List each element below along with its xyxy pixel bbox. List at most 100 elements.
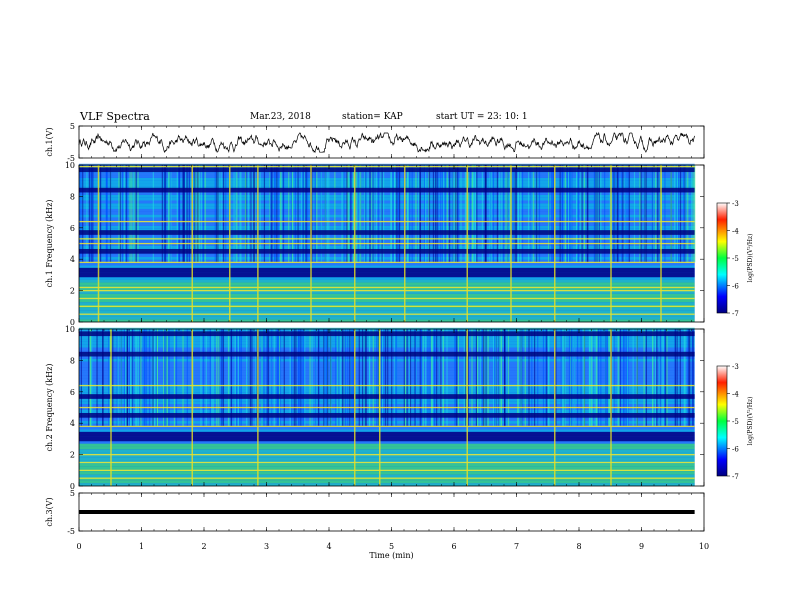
spectrogram-texture: [676, 165, 678, 263]
spectrogram-texture: [436, 329, 438, 427]
spectrogram-texture: [614, 165, 617, 263]
spectrogram-texture: [446, 329, 448, 427]
spectrogram-texture: [240, 329, 242, 427]
spectrogram-texture: [438, 329, 440, 427]
spectrogram-texture: [234, 329, 236, 427]
spectrogram-texture: [135, 329, 137, 427]
spectrogram-texture: [431, 329, 433, 427]
spectrogram-texture: [530, 165, 532, 263]
spectrogram-texture: [314, 329, 317, 427]
spectrogram-texture: [481, 165, 483, 263]
spectrogram-texture: [126, 329, 128, 427]
spectrogram-texture: [134, 165, 136, 263]
spectrogram-texture: [355, 165, 357, 263]
spectrogram-texture: [168, 329, 170, 427]
spectrogram-texture: [86, 165, 88, 263]
spectrogram-texture: [636, 329, 638, 427]
y-tick-label: -5: [67, 154, 75, 163]
spectrogram-texture: [198, 165, 200, 263]
spectrogram-texture: [273, 329, 275, 427]
spectrogram-texture: [211, 329, 213, 427]
spectrogram-texture: [651, 165, 653, 263]
spectrogram-texture: [446, 165, 448, 263]
spectrogram-band: [79, 480, 695, 484]
spectrogram-texture: [341, 165, 343, 263]
spectrogram-texture: [520, 165, 522, 263]
spectrogram-texture: [112, 329, 114, 427]
spectrogram-texture: [499, 165, 501, 263]
spectrogram-texture: [274, 165, 276, 263]
spectrogram-texture: [166, 329, 168, 427]
spectrogram-texture: [259, 165, 261, 263]
spectrogram-texture: [79, 165, 81, 263]
spectrogram-band: [79, 307, 695, 311]
spectrogram-texture: [365, 165, 367, 263]
spectrogram-texture: [350, 165, 352, 263]
spectrogram-texture: [517, 165, 520, 263]
spectrogram-texture: [340, 329, 342, 427]
spectrogram-texture: [463, 329, 465, 427]
spectrogram-texture: [352, 165, 355, 263]
spectrogram-texture: [222, 165, 225, 263]
spectrogram-texture: [108, 329, 110, 427]
spectrogram-texture: [502, 165, 505, 263]
spectrogram-texture: [501, 165, 503, 263]
spectrogram-texture: [350, 329, 353, 427]
spectrogram-texture: [625, 165, 627, 263]
spectrogram-texture: [533, 165, 535, 263]
spectrogram-texture: [330, 329, 332, 427]
spectrogram-texture: [597, 329, 600, 427]
spectrogram-texture: [155, 329, 158, 427]
spectrogram-texture: [133, 165, 135, 263]
dark-frequency-band: [79, 272, 695, 278]
spectrogram-texture: [658, 329, 660, 427]
colorbar-label: log(PSD)(V²/Hz): [747, 234, 754, 283]
spectrogram-texture: [688, 329, 690, 427]
spectrogram-texture: [422, 329, 424, 427]
spectrogram-texture: [186, 329, 188, 427]
spectrogram-texture: [202, 329, 205, 427]
spectrogram-band: [79, 341, 695, 345]
dark-frequency-band: [79, 436, 695, 442]
spectrogram-texture: [148, 329, 151, 427]
spectrogram-texture: [675, 165, 677, 263]
spectrogram-texture: [216, 165, 218, 263]
spectrogram-texture: [588, 329, 591, 427]
spectrogram-texture: [369, 329, 371, 427]
date-label: Mar.23, 2018: [250, 112, 311, 122]
x-tick-label: 1: [139, 542, 144, 551]
spectrogram-texture: [105, 165, 107, 263]
spectrogram-texture: [142, 329, 144, 427]
spectrogram-texture: [247, 329, 250, 427]
spectrogram-texture: [377, 165, 380, 263]
spectrogram-texture: [357, 165, 359, 263]
colorbar-tick-label: -7: [732, 310, 739, 318]
spectrogram-texture: [656, 329, 658, 427]
spectrogram-texture: [106, 165, 108, 263]
spectrogram-texture: [506, 165, 509, 263]
spectrogram-texture: [542, 329, 545, 427]
spectrogram-texture: [163, 329, 165, 427]
spectrogram-texture: [290, 165, 293, 263]
spectrogram-texture: [99, 165, 101, 263]
spectrogram-texture: [334, 165, 336, 263]
spectrogram-texture: [168, 165, 170, 263]
spectrogram-texture: [239, 329, 241, 427]
spectrogram-band: [79, 483, 695, 486]
broadband-burst: [510, 165, 512, 322]
spectrogram-texture: [390, 165, 392, 263]
spectrogram-texture: [249, 329, 251, 427]
spectrogram-texture: [415, 165, 417, 263]
spectrogram-texture: [418, 165, 420, 263]
spectrogram-texture: [604, 165, 606, 263]
spectrogram-texture: [437, 165, 439, 263]
spectrogram-texture: [411, 165, 413, 263]
colorbar-tick-label: -4: [732, 228, 739, 236]
spectrogram-texture: [590, 329, 592, 427]
spectrogram-texture: [658, 165, 660, 263]
spectrogram-texture: [514, 165, 516, 263]
spectrogram-texture: [372, 329, 374, 427]
broadband-burst: [554, 165, 556, 322]
spectrogram-texture: [125, 165, 127, 263]
colorbar-tick-label: -3: [732, 363, 739, 371]
